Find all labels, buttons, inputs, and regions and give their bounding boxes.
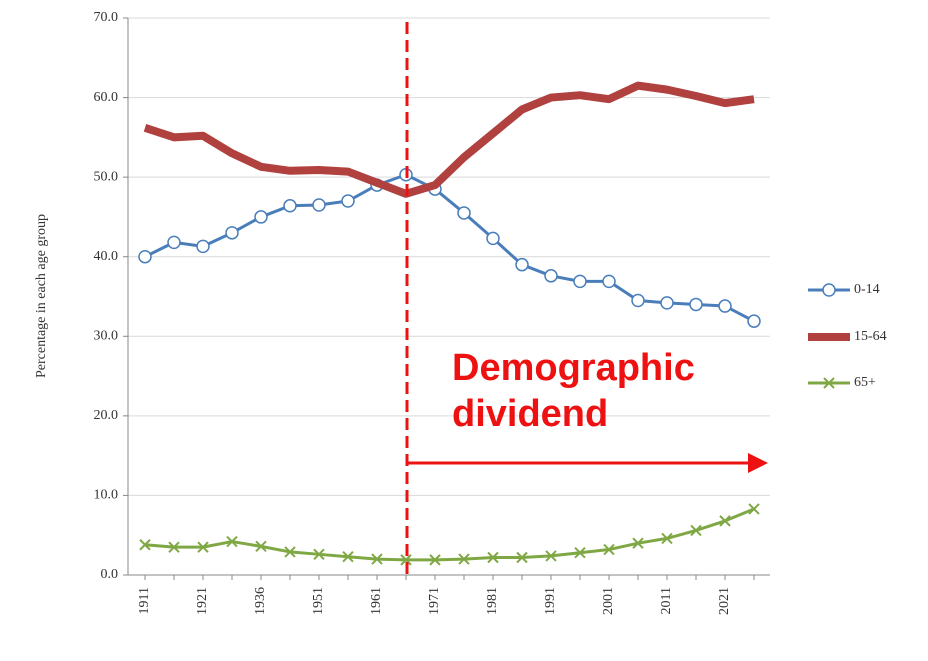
point: [168, 541, 180, 553]
x-tick-label: 1936: [253, 587, 268, 615]
point: [342, 550, 354, 563]
y-tick-label: 50.0: [94, 169, 119, 184]
point: [632, 537, 644, 549]
y-axis-label: Percentage in each age group: [34, 214, 49, 378]
legend-label: 15-64: [854, 329, 887, 344]
point: [661, 532, 673, 545]
point: [458, 553, 470, 565]
point: [545, 550, 557, 562]
point: [690, 524, 702, 537]
point: [167, 235, 181, 250]
point: [487, 551, 499, 564]
point: [602, 274, 616, 289]
point: [660, 296, 674, 310]
point: [225, 226, 239, 240]
point: [197, 541, 209, 553]
point: [631, 293, 645, 308]
point: [196, 239, 210, 254]
x-tick-label: 1961: [369, 587, 384, 615]
y-tick-label: 60.0: [94, 90, 119, 105]
x-tick-label: 1981: [485, 587, 500, 615]
x-tick-label: 2001: [601, 587, 616, 615]
point: [457, 206, 471, 220]
x-tick-label: 1991: [543, 587, 558, 615]
point: [313, 548, 325, 561]
series-line: [144, 173, 755, 323]
point: [486, 231, 500, 246]
point: [573, 274, 587, 289]
point: [748, 503, 760, 515]
point: [312, 198, 326, 212]
point: [544, 269, 558, 283]
point: [516, 551, 528, 564]
legend-marker: [822, 283, 836, 297]
x-tick-label: 1921: [195, 587, 210, 615]
point: [718, 299, 732, 313]
x-tick-label: 1951: [311, 587, 326, 615]
series-line: [143, 81, 755, 198]
annotation: Demographic dividend: [452, 347, 695, 435]
y-tick-label: 70.0: [94, 10, 119, 25]
legend-label: 65+: [854, 375, 876, 390]
arrow-head: [748, 453, 768, 473]
point: [255, 540, 267, 553]
x-tick-label: 2011: [659, 587, 674, 614]
y-tick-label: 20.0: [94, 408, 119, 423]
x-tick-label: 1971: [427, 587, 442, 615]
point: [226, 535, 238, 548]
y-tick-label: 40.0: [94, 249, 119, 264]
series-line: [144, 507, 755, 562]
legend-marker: [823, 377, 835, 389]
y-tick-label: 0.0: [101, 567, 119, 582]
x-tick-label: 2021: [717, 587, 732, 615]
point: [341, 194, 355, 208]
y-tick-label: 10.0: [94, 488, 119, 503]
point: [719, 515, 731, 527]
point: [429, 554, 441, 566]
point: [254, 210, 268, 224]
point: [283, 199, 297, 213]
point: [138, 249, 152, 264]
point: [139, 539, 151, 551]
y-tick-label: 30.0: [94, 329, 119, 344]
point: [574, 547, 586, 559]
point: [284, 546, 296, 558]
x-tick-label: 1911: [137, 587, 152, 614]
legend-label: 0-14: [854, 282, 880, 297]
point: [689, 297, 703, 312]
point: [371, 553, 383, 565]
point: [400, 554, 412, 566]
point: [515, 257, 529, 272]
point: [747, 314, 761, 328]
point: [603, 543, 615, 556]
